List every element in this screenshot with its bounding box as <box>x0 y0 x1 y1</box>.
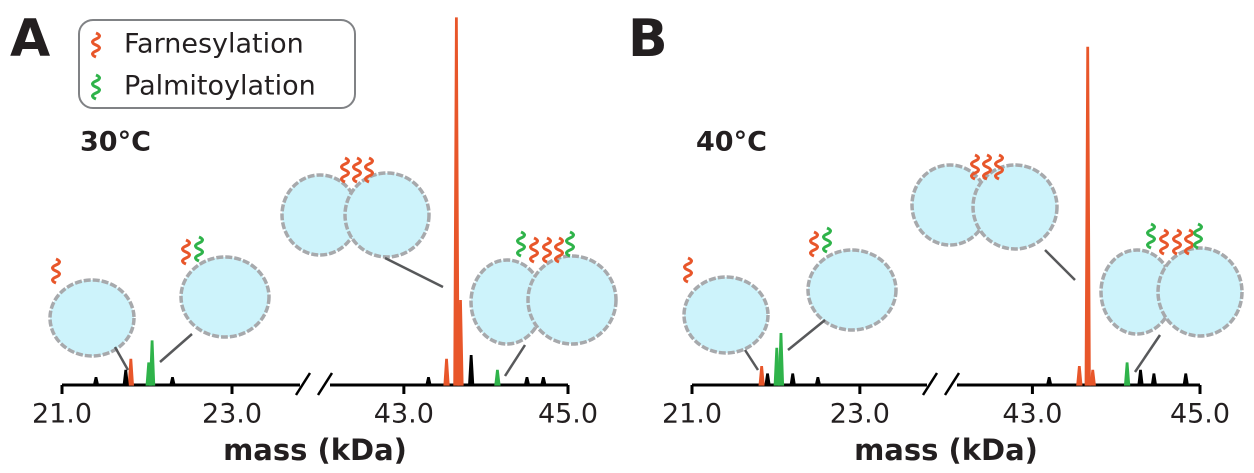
x-tick-label: 21.0 <box>662 399 722 430</box>
peak <box>523 377 531 386</box>
x-tick-label: 23.0 <box>830 399 890 430</box>
x-tick-label: 43.0 <box>374 399 434 430</box>
axis-break <box>943 372 961 396</box>
peak <box>453 17 460 386</box>
peak <box>764 373 771 386</box>
peak <box>443 358 450 386</box>
peak <box>1137 369 1144 386</box>
condition-label: 30°C <box>80 127 151 158</box>
peak <box>540 377 547 386</box>
peak <box>494 369 501 386</box>
peak <box>1182 373 1189 386</box>
legend-label: Palmitoylation <box>124 71 316 102</box>
axis-break <box>921 372 939 396</box>
x-tick-label: 43.0 <box>1002 399 1062 430</box>
peak <box>169 377 176 386</box>
peak <box>789 373 796 386</box>
peak <box>814 377 822 386</box>
x-axis-title: mass (kDa) <box>854 433 1038 467</box>
peak <box>758 366 765 386</box>
condition-label: 40°C <box>696 127 767 158</box>
peak <box>1089 369 1096 386</box>
peak <box>148 340 156 386</box>
cartoons <box>48 153 1244 377</box>
legend-box <box>78 19 356 109</box>
peak <box>1084 46 1091 386</box>
panel-label: A <box>10 9 50 69</box>
x-tick-label: 21.0 <box>32 399 92 430</box>
peak <box>468 355 475 386</box>
peak <box>773 347 780 386</box>
x-tick-label: 23.0 <box>202 399 262 430</box>
peak <box>122 369 129 386</box>
panel-label: B <box>628 9 668 69</box>
peak <box>1150 373 1158 386</box>
peak <box>1076 366 1083 386</box>
peak <box>425 377 432 386</box>
peak <box>777 333 785 386</box>
peak <box>457 299 464 386</box>
peak <box>1045 377 1053 386</box>
peak <box>127 358 134 386</box>
axis-break <box>294 372 312 396</box>
axis-break <box>316 372 334 396</box>
legend-label: Farnesylation <box>124 29 304 60</box>
x-tick-label: 45.0 <box>1170 399 1230 430</box>
peak <box>1123 362 1131 386</box>
x-axis-title: mass (kDa) <box>223 433 407 467</box>
x-tick-label: 45.0 <box>538 399 598 430</box>
peak <box>92 377 100 386</box>
